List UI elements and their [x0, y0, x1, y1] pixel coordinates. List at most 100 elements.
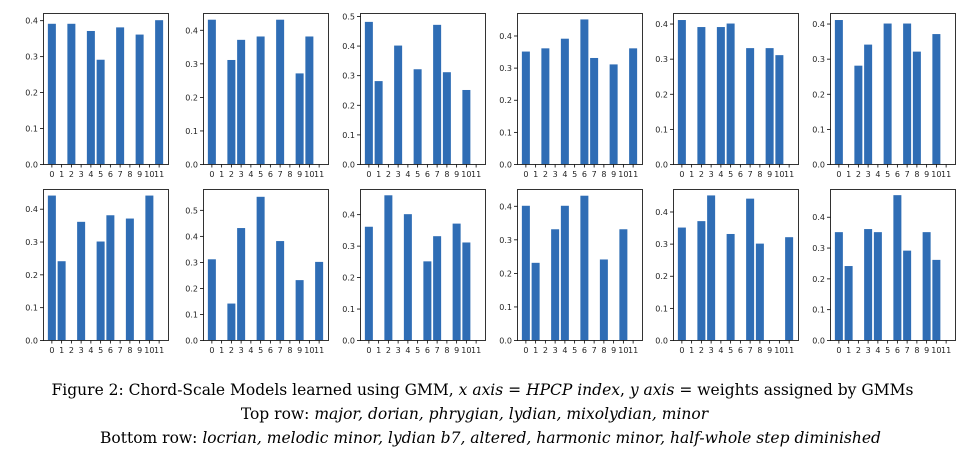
x-tick-label: 5 — [728, 170, 733, 179]
bar-6 — [580, 19, 589, 164]
bar-7 — [746, 48, 755, 164]
y-tick-label: 0.2 — [185, 284, 198, 293]
x-tick-label: 5 — [572, 346, 577, 355]
y-tick-label: 0.3 — [342, 72, 355, 81]
x-tick-label: 0 — [523, 346, 528, 355]
x-tick-label: 0 — [49, 170, 54, 179]
bar-1 — [531, 262, 540, 340]
y-tick-label: 0.2 — [812, 90, 825, 99]
bar-5 — [883, 23, 892, 165]
y-tick-label: 0.0 — [25, 161, 38, 170]
x-tick-label: 8 — [757, 170, 762, 179]
x-tick-label: 3 — [709, 170, 714, 179]
x-tick-label: 1 — [533, 346, 538, 355]
x-tick-label: 9 — [297, 170, 302, 179]
bar-1 — [374, 81, 383, 164]
plot-frame — [43, 13, 169, 165]
bar-9 — [135, 34, 144, 165]
plot-frame — [673, 189, 799, 341]
x-tick-label: 7 — [118, 346, 123, 355]
bar-9 — [765, 48, 774, 164]
x-tick-label: 9 — [767, 170, 772, 179]
y-tick-label: 0.0 — [342, 337, 355, 346]
y-tick-label: 0.0 — [25, 337, 38, 346]
x-tick-label: 10 — [931, 170, 941, 179]
bar-4 — [716, 27, 725, 165]
bar-7 — [276, 241, 285, 340]
x-tick-label: 11 — [154, 170, 164, 179]
y-tick-label: 0.1 — [499, 128, 512, 137]
caption-x-axis-var: x axis — [458, 381, 504, 399]
x-tick-label: 11 — [784, 170, 794, 179]
subplot-9: 0.0 0.1 0.2 0.3 0.4 0 1 2 3 4 5 6 7 8 9 10 11 — [342, 189, 486, 355]
bar-4 — [873, 232, 882, 340]
bar-7 — [433, 24, 442, 164]
bar-7 — [590, 57, 599, 164]
subplot-3: 0.0 0.1 0.2 0.3 0.4 0.5 0 1 2 3 4 5 6 7 8 9 10 11 — [342, 12, 486, 179]
x-tick-label: 3 — [79, 170, 84, 179]
x-tick-label: 5 — [98, 170, 103, 179]
bar-0 — [364, 226, 373, 340]
x-tick-label: 6 — [268, 170, 273, 179]
caption-bottom-row-label: Bottom row: — [100, 429, 203, 447]
x-tick-label: 4 — [875, 346, 880, 355]
x-tick-label: 1 — [59, 170, 64, 179]
x-tick-label: 1 — [376, 170, 381, 179]
bar-0 — [677, 227, 686, 340]
x-tick-label: 9 — [767, 346, 772, 355]
x-tick-label: 10 — [618, 170, 628, 179]
x-tick-label: 10 — [461, 346, 471, 355]
x-tick-label: 3 — [396, 170, 401, 179]
bar-5 — [96, 241, 105, 340]
x-tick-label: 6 — [582, 170, 587, 179]
bar-5 — [413, 69, 422, 164]
bar-0 — [364, 21, 373, 164]
caption-top-row-label: Top row: — [240, 405, 315, 423]
subplot-12: 0.0 0.1 0.2 0.3 0.4 0 1 2 3 4 5 6 7 8 9 10 11 — [812, 189, 956, 355]
x-tick-label: 0 — [49, 346, 54, 355]
x-tick-label: 1 — [219, 346, 224, 355]
bar-6 — [580, 195, 589, 340]
caption-separator: , — [620, 381, 630, 399]
x-tick-label: 1 — [689, 170, 694, 179]
x-tick-label: 1 — [376, 346, 381, 355]
subplot-11: 0.0 0.1 0.2 0.3 0.4 0 1 2 3 4 5 6 7 8 9 10 11 — [655, 189, 799, 355]
x-tick-label: 6 — [895, 170, 900, 179]
bar-7 — [903, 250, 912, 340]
y-tick-label: 0.3 — [655, 55, 668, 64]
x-tick-label: 4 — [562, 170, 567, 179]
bar-0 — [677, 20, 686, 165]
plot-frame — [43, 189, 169, 341]
x-tick-label: 1 — [689, 346, 694, 355]
x-tick-label: 0 — [836, 170, 841, 179]
caption-y-axis-var: y axis — [629, 381, 675, 399]
bar-0 — [521, 51, 530, 164]
bar-1 — [57, 261, 66, 340]
bar-3 — [237, 39, 246, 164]
y-tick-label: 0.3 — [655, 240, 668, 249]
x-tick-label: 4 — [405, 170, 410, 179]
caption-y-axis-meaning: = weights assigned by GMMs — [674, 381, 914, 399]
subplot-2: 0.0 0.1 0.2 0.3 0.4 0 1 2 3 4 5 6 7 8 9 10 11 — [185, 13, 329, 179]
bar-7 — [903, 23, 912, 165]
y-tick-label: 0.4 — [185, 232, 198, 241]
y-tick-label: 0.1 — [25, 304, 38, 313]
bar-10 — [462, 242, 471, 340]
bar-0 — [521, 205, 530, 340]
x-tick-label: 5 — [258, 170, 263, 179]
y-tick-label: 0.3 — [499, 64, 512, 73]
bar-3 — [707, 195, 716, 340]
x-tick-label: 2 — [856, 170, 861, 179]
y-tick-label: 0.3 — [25, 53, 38, 62]
x-tick-label: 10 — [774, 346, 784, 355]
x-tick-label: 2 — [856, 346, 861, 355]
x-tick-label: 0 — [523, 170, 528, 179]
x-tick-label: 1 — [846, 346, 851, 355]
plot-frame — [830, 13, 956, 165]
caption-top-row-list: major, dorian, phrygian, lydian, mixolyd… — [314, 405, 709, 423]
bar-10 — [145, 195, 154, 340]
x-tick-label: 3 — [553, 346, 558, 355]
bar-1 — [844, 266, 853, 340]
x-tick-label: 6 — [582, 346, 587, 355]
y-tick-label: 0.1 — [342, 131, 355, 140]
